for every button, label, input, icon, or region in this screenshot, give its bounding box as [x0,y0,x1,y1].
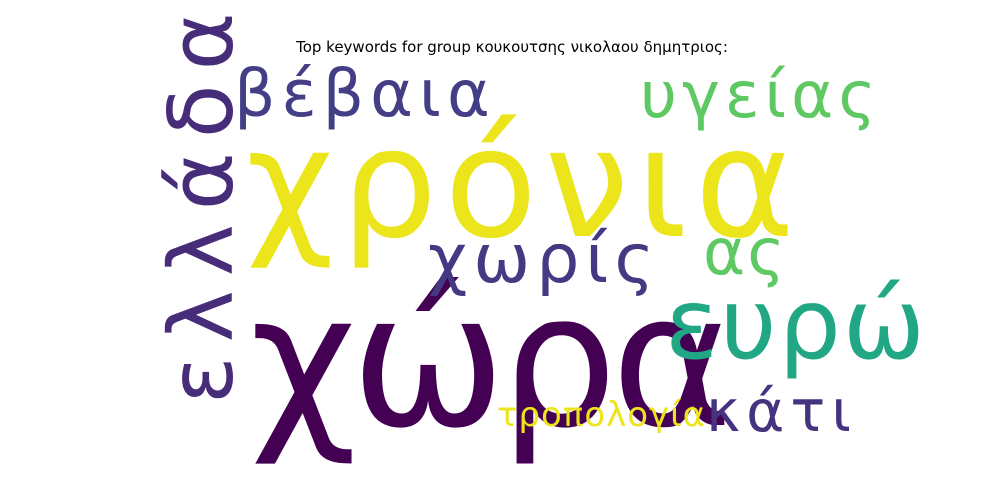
word-ygeias: υγείας [640,59,881,133]
word-xoris: χωρίς [428,220,661,299]
word-cloud: χώρα χρόνια ελλάδα ευρώ χωρίς βέβαια υγε… [150,0,925,454]
word-xora: χώρα [250,253,733,469]
word-kati: κάτι [706,377,857,445]
word-xronia: χρόνια [246,95,802,272]
word-ellada: ελλάδα [150,0,253,404]
word-tropologia: τροπολογία [497,395,707,435]
word-vevaia: βέβαια [234,57,496,132]
word-as: ας [703,216,787,290]
figure-title: Top keywords for group κουκουτσης νικολα… [296,38,728,56]
word-eyro: ευρώ [665,268,927,382]
